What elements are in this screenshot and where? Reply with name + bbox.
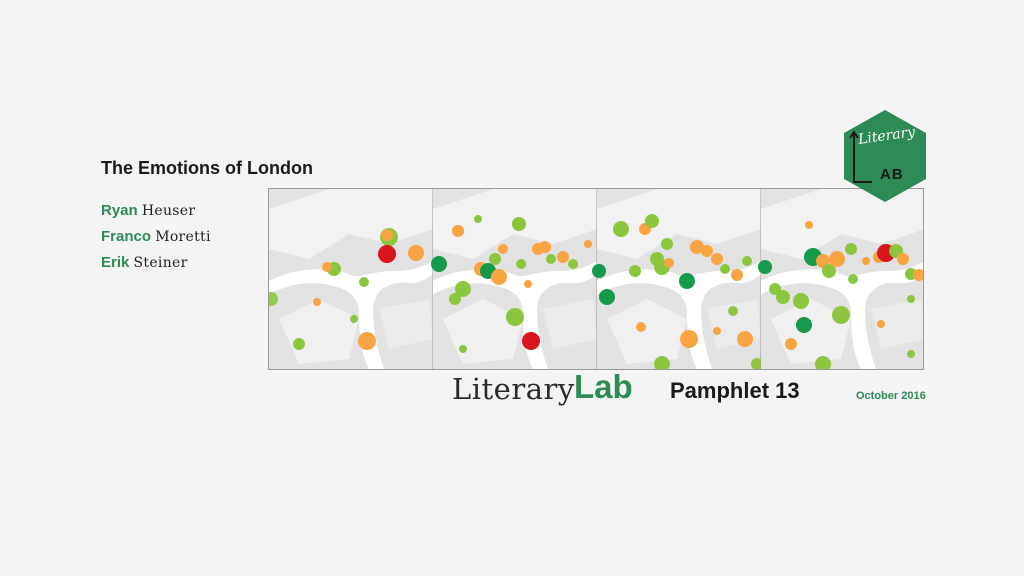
literary-lab-logo-icon <box>844 110 926 202</box>
author-last-name: Steiner <box>133 255 188 271</box>
series-name-literary: Literary <box>452 372 575 406</box>
pamphlet-number: Pamphlet 13 <box>670 378 800 403</box>
map-panel-4 <box>758 189 923 369</box>
author-1: Ryan Heuser <box>101 201 211 227</box>
author-2: Franco Moretti <box>101 227 211 253</box>
map-panel-2 <box>431 189 597 369</box>
map-panel-1 <box>269 189 433 369</box>
publication-date: October 2016 <box>856 390 926 402</box>
london-maps-illustration <box>269 189 923 369</box>
author-3: Erik Steiner <box>101 253 211 279</box>
author-list: Ryan Heuser Franco Moretti Erik Steiner <box>101 201 211 279</box>
author-last-name: Heuser <box>141 203 196 219</box>
logo-ab-text: AB <box>880 166 904 183</box>
author-first-name: Franco <box>101 228 152 245</box>
map-panel-3 <box>592 189 763 369</box>
series-name-lab: Lab <box>574 368 633 405</box>
author-first-name: Erik <box>101 254 130 271</box>
author-first-name: Ryan <box>101 202 138 219</box>
author-last-name: Moretti <box>155 229 211 245</box>
emotion-maps-strip <box>268 188 924 370</box>
pamphlet-title: The Emotions of London <box>101 158 313 178</box>
